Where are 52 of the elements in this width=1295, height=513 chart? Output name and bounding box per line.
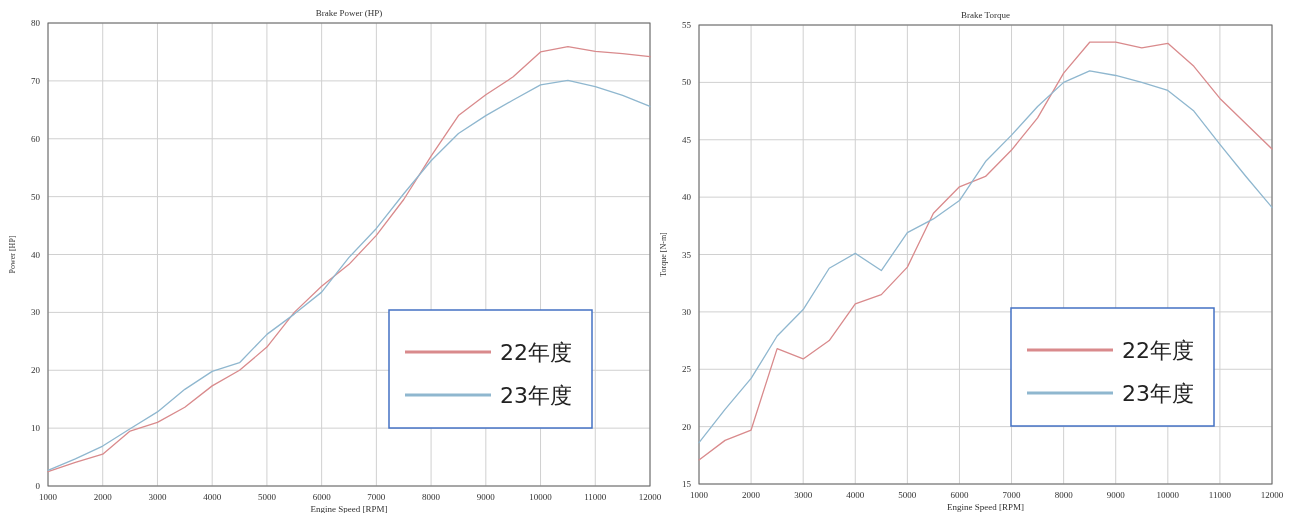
- x-tick-label: 10000: [1156, 490, 1180, 500]
- x-tick-label: 6000: [950, 490, 969, 500]
- y-tick-label: 30: [682, 306, 692, 317]
- x-tick-label: 6000: [312, 492, 332, 502]
- y-tick-label: 40: [682, 192, 692, 203]
- x-tick-label: 7000: [367, 492, 386, 502]
- x-tick-label: 3000: [794, 490, 813, 500]
- x-tick-label: 10000: [529, 492, 553, 502]
- x-tick-label: 12000: [638, 492, 662, 502]
- x-tick-label: 7000: [1002, 490, 1022, 500]
- chart-title: Brake Power (HP): [315, 8, 383, 18]
- x-tick-label: 5000: [898, 490, 917, 500]
- x-tick-label: 11000: [1208, 490, 1232, 500]
- x-tick-label: 12000: [1260, 490, 1284, 500]
- x-tick-label: 9000: [1106, 490, 1126, 500]
- y-tick-label: 35: [682, 249, 692, 260]
- y-tick-label: 70: [31, 75, 41, 86]
- legend-label: 23年度: [500, 383, 572, 408]
- x-tick-label: 8000: [422, 492, 441, 502]
- y-tick-label: 80: [31, 18, 41, 28]
- y-tick-label: 30: [31, 307, 41, 318]
- x-tick-label: 11000: [584, 492, 607, 502]
- y-tick-label: 50: [682, 77, 692, 88]
- y-tick-label: 60: [31, 133, 41, 144]
- y-tick-label: 45: [682, 134, 692, 145]
- x-tick-label: 1000: [39, 492, 58, 502]
- y-tick-label: 10: [31, 423, 41, 434]
- y-tick-label: 20: [31, 365, 41, 376]
- x-axis-title: Engine Speed [RPM]: [947, 502, 1024, 512]
- y-axis-title: Torque [N-m]: [659, 231, 668, 277]
- legend-label: 23年度: [1122, 381, 1194, 406]
- x-tick-label: 5000: [257, 492, 277, 502]
- x-tick-label: 2000: [742, 490, 761, 500]
- y-tick-label: 40: [31, 249, 41, 260]
- legend-label: 22年度: [500, 340, 572, 365]
- y-tick-label: 15: [682, 479, 692, 489]
- x-tick-label: 8000: [1054, 490, 1074, 500]
- x-axis-title: Engine Speed [RPM]: [310, 504, 388, 513]
- y-tick-label: 0: [35, 481, 41, 491]
- x-tick-label: 1000: [690, 490, 709, 500]
- y-tick-label: 55: [682, 20, 692, 30]
- x-tick-label: 3000: [148, 492, 167, 502]
- x-tick-label: 2000: [93, 492, 113, 502]
- chart-title: Brake Torque: [961, 10, 1010, 20]
- x-tick-label: 4000: [203, 492, 222, 502]
- y-tick-label: 20: [682, 421, 692, 432]
- y-tick-label: 50: [31, 191, 41, 202]
- legend-label: 22年度: [1122, 338, 1194, 363]
- x-tick-label: 9000: [476, 492, 496, 502]
- y-tick-label: 25: [682, 364, 692, 375]
- x-tick-label: 4000: [846, 490, 865, 500]
- y-axis-title: Power [HP]: [8, 235, 17, 274]
